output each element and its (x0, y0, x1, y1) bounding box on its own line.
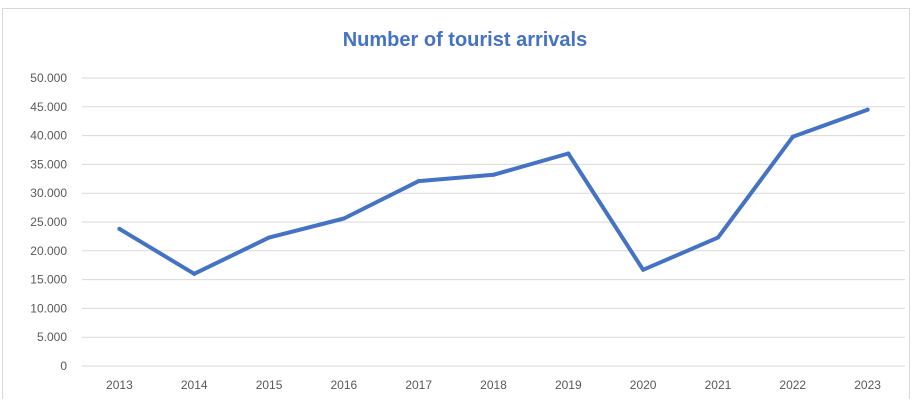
data-point (267, 235, 272, 240)
y-tick-label: 15.000 (30, 273, 67, 287)
chart-frame (2, 8, 910, 399)
x-tick-label: 2014 (181, 378, 208, 392)
chart-title: Number of tourist arrivals (342, 29, 588, 51)
x-axis-ticks: 2013 2014 2015 2016 2017 2018 2019 2020 2021 2022… (106, 378, 881, 392)
y-axis-ticks: 0 5.000 10.000 15.000 20.000 25.000 30.000 35.0… (30, 71, 67, 373)
y-tick-label: 35.000 (30, 157, 67, 171)
data-point (117, 226, 122, 231)
y-tick-label: 30.000 (30, 186, 67, 200)
y-tick-label: 25.000 (30, 215, 67, 229)
series-line (117, 107, 870, 276)
x-tick-label: 2023 (854, 378, 881, 392)
data-point (865, 107, 870, 112)
x-tick-label: 2016 (331, 378, 358, 392)
y-tick-label: 40.000 (30, 129, 67, 143)
x-tick-label: 2017 (405, 378, 432, 392)
data-point (416, 179, 421, 184)
x-tick-label: 2021 (705, 378, 732, 392)
x-tick-label: 2022 (779, 378, 806, 392)
data-point (341, 216, 346, 221)
data-point (641, 267, 646, 272)
y-tick-label: 20.000 (30, 244, 67, 258)
series-layer (117, 107, 870, 276)
x-tick-label: 2018 (480, 378, 507, 392)
x-tick-label: 2015 (256, 378, 283, 392)
y-tick-label: 0 (60, 359, 67, 373)
data-point (491, 172, 496, 177)
x-tick-label: 2013 (106, 378, 133, 392)
y-tick-label: 50.000 (30, 71, 67, 85)
y-tick-label: 45.000 (30, 100, 67, 114)
y-tick-label: 10.000 (30, 301, 67, 315)
y-tick-label: 5.000 (37, 330, 67, 344)
data-point (192, 271, 197, 276)
data-point (566, 151, 571, 156)
data-point (790, 134, 795, 139)
gridlines (82, 77, 905, 367)
data-point (715, 235, 720, 240)
x-tick-label: 2019 (555, 378, 582, 392)
x-tick-label: 2020 (630, 378, 657, 392)
